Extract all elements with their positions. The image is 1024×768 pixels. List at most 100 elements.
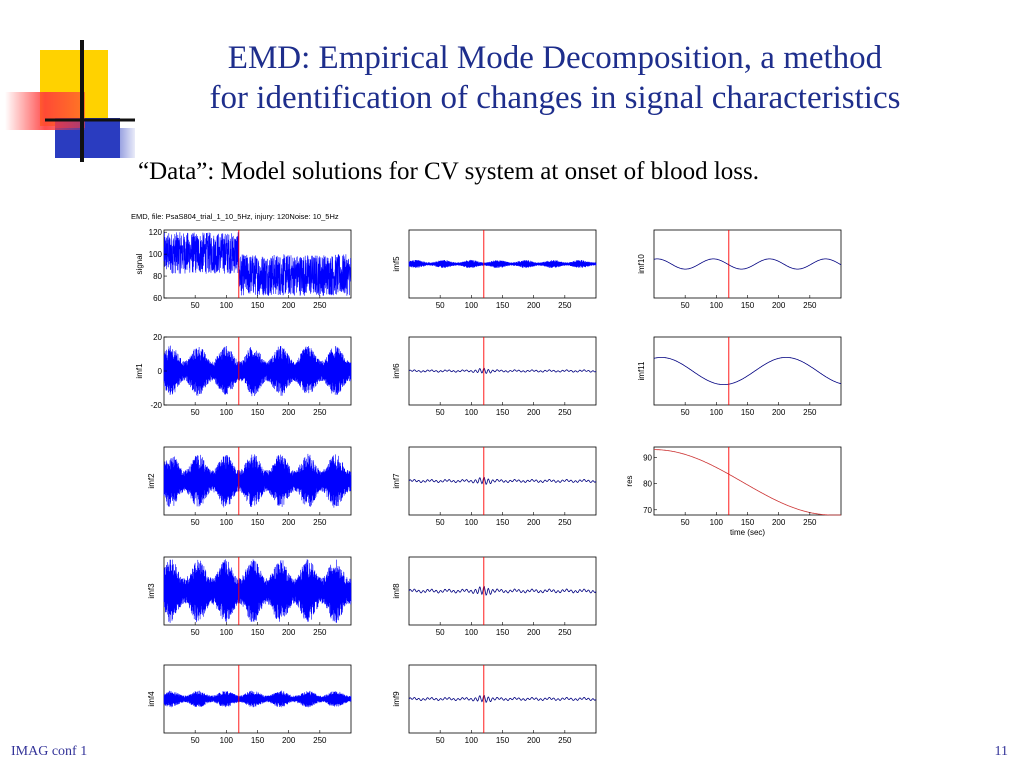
- signal-line: [653, 357, 842, 385]
- x-tick-label: 150: [496, 408, 510, 417]
- logo-blue-band: [55, 128, 135, 158]
- y-axis-label: signal: [135, 253, 144, 274]
- x-tick-label: 50: [436, 408, 445, 417]
- title-line-2: for identification of changes in signal …: [209, 80, 901, 116]
- x-tick-label: 200: [282, 628, 296, 637]
- x-tick-label: 150: [251, 628, 265, 637]
- x-tick-label: 50: [191, 518, 200, 527]
- y-axis-label: imf6: [392, 363, 401, 379]
- x-tick-label: 150: [741, 408, 755, 417]
- x-tick-label: 200: [527, 518, 541, 527]
- panel-imf6: 50 100 150 200 250 imf6: [392, 336, 597, 417]
- y-axis-label: imf10: [637, 254, 646, 274]
- y-axis-label: imf11: [637, 361, 646, 381]
- x-tick-label: 250: [803, 301, 817, 310]
- panel-imf10: 50 100 150 200 250 imf10: [637, 229, 842, 310]
- x-tick-label: 200: [772, 408, 786, 417]
- emd-figure: EMD, file: PsaS804_trial_1_10_5Hz, injur…: [131, 212, 842, 745]
- x-tick-label: 250: [558, 736, 572, 745]
- x-tick-label: 250: [803, 518, 817, 527]
- signal-line: [163, 690, 352, 708]
- x-tick-label: 100: [710, 408, 724, 417]
- panel-imf2: 50 100 150 200 250 imf2: [147, 446, 352, 527]
- y-tick-label: 60: [153, 294, 162, 303]
- panel-signal: 50 100 150 200 250 60 80 100 120 signal: [135, 228, 352, 310]
- x-tick-label: 250: [313, 736, 327, 745]
- signal-line: [163, 559, 352, 623]
- y-tick-label: 0: [158, 367, 163, 376]
- y-axis-label: imf1: [135, 363, 144, 379]
- x-tick-label: 50: [191, 301, 200, 310]
- x-tick-label: 100: [465, 301, 479, 310]
- slide-subtitle: “Data”: Model solutions for CV system at…: [138, 158, 760, 185]
- x-tick-label: 100: [465, 518, 479, 527]
- y-axis-label: imf7: [392, 473, 401, 489]
- x-tick-label: 200: [527, 628, 541, 637]
- panel-frame: [653, 336, 842, 406]
- panel-frame: [653, 446, 842, 516]
- x-tick-label: 50: [436, 518, 445, 527]
- x-tick-label: 100: [220, 628, 234, 637]
- x-tick-label: 200: [772, 301, 786, 310]
- panel-frame: [653, 229, 842, 299]
- x-tick-label: 150: [741, 518, 755, 527]
- x-tick-label: 200: [282, 518, 296, 527]
- x-tick-label: 50: [436, 628, 445, 637]
- x-tick-label: 150: [251, 301, 265, 310]
- x-tick-label: 50: [436, 736, 445, 745]
- y-tick-label: -20: [150, 401, 162, 410]
- panel-res: 50 100 150 200 250 70 80 90 res time (sec): [625, 446, 842, 537]
- panel-imf9: 50 100 150 200 250 imf9: [392, 664, 597, 745]
- signal-line: [408, 367, 597, 374]
- x-tick-label: 50: [191, 736, 200, 745]
- y-axis-label: imf5: [392, 256, 401, 272]
- x-tick-label: 100: [465, 408, 479, 417]
- x-tick-label: 150: [496, 736, 510, 745]
- panel-imf5: 50 100 150 200 250 imf5: [392, 229, 597, 310]
- x-tick-label: 250: [313, 301, 327, 310]
- x-tick-label: 250: [558, 301, 572, 310]
- y-axis-label: imf9: [392, 691, 401, 707]
- y-axis-label: imf2: [147, 473, 156, 489]
- x-tick-label: 250: [313, 518, 327, 527]
- signal-line: [654, 258, 842, 270]
- x-tick-label: 100: [220, 301, 234, 310]
- x-tick-label: 200: [527, 301, 541, 310]
- title-line-1: EMD: Empirical Mode Decomposition, a met…: [227, 40, 883, 76]
- x-tick-label: 50: [191, 628, 200, 637]
- x-tick-label: 50: [436, 301, 445, 310]
- x-tick-label: 150: [251, 408, 265, 417]
- x-tick-label: 250: [558, 408, 572, 417]
- x-tick-label: 200: [527, 408, 541, 417]
- x-tick-label: 50: [681, 518, 690, 527]
- x-tick-label: 250: [558, 628, 572, 637]
- x-tick-label: 200: [282, 736, 296, 745]
- x-tick-label: 100: [220, 518, 234, 527]
- x-tick-label: 50: [681, 301, 690, 310]
- x-tick-label: 150: [496, 518, 510, 527]
- panel-imf11: 50 100 150 200 250 imf11: [637, 336, 842, 417]
- signal-line: [163, 453, 352, 508]
- panel-imf7: 50 100 150 200 250 imf7: [392, 446, 597, 527]
- signal-line: [408, 477, 597, 485]
- x-tick-label: 150: [741, 301, 755, 310]
- signal-line: [408, 259, 597, 269]
- page-number: 11: [994, 744, 1008, 759]
- x-tick-label: 250: [313, 628, 327, 637]
- x-tick-label: 50: [191, 408, 200, 417]
- x-tick-label: 100: [220, 408, 234, 417]
- signal-line: [408, 695, 597, 703]
- x-tick-label: 150: [496, 301, 510, 310]
- x-tick-label: 100: [465, 736, 479, 745]
- slide-logo: [5, 40, 135, 162]
- y-tick-label: 120: [149, 228, 163, 237]
- x-tick-label: 150: [251, 736, 265, 745]
- signal-line: [408, 586, 597, 596]
- x-axis-label: time (sec): [730, 528, 765, 537]
- footer-conference-label: IMAG conf 1: [11, 744, 88, 759]
- x-tick-label: 100: [220, 736, 234, 745]
- x-tick-label: 200: [772, 518, 786, 527]
- panel-imf1: 50 100 150 200 250 -20 0 20 imf1: [135, 333, 352, 417]
- y-tick-label: 70: [643, 506, 652, 515]
- logo-red-band: [5, 92, 85, 130]
